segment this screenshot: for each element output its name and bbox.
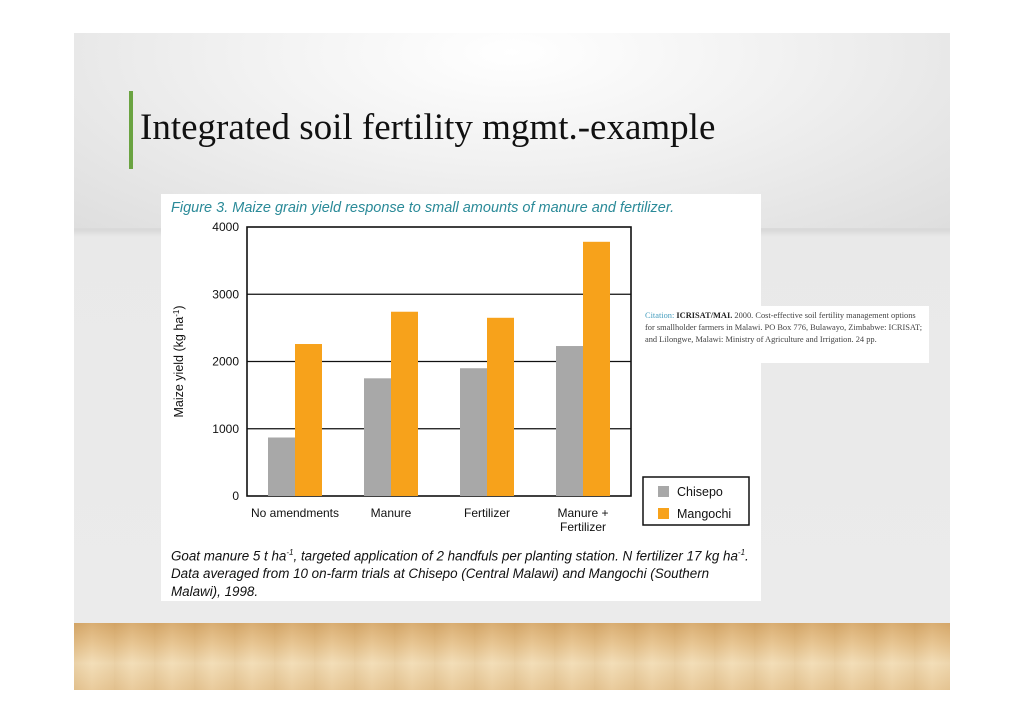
y-tick-label: 3000 xyxy=(212,287,239,301)
footnote-text-2: , targeted application of 2 handfuls per… xyxy=(293,548,738,564)
footnote-text-1: Goat manure 5 t ha xyxy=(171,548,287,564)
wood-floor xyxy=(74,623,950,690)
x-category-label: Fertilizer xyxy=(464,506,510,520)
legend-label: Mangochi xyxy=(677,507,731,521)
bar-chisepo xyxy=(268,437,295,496)
bar-mangochi xyxy=(583,241,610,496)
citation-box: Citation: ICRISAT/MAI. 2000. Cost-effect… xyxy=(641,306,929,363)
bar-chisepo xyxy=(460,368,487,496)
figure-panel: Figure 3. Maize grain yield response to … xyxy=(161,194,761,601)
x-category-label: Manure + xyxy=(557,506,608,520)
footnote-text-3: . Data averaged from 10 on-farm trials a… xyxy=(171,548,749,600)
bar-chisepo xyxy=(364,378,391,496)
footnote-sup-2: -1 xyxy=(737,548,746,557)
x-category-label: Fertilizer xyxy=(560,520,606,534)
y-tick-label: 2000 xyxy=(212,355,239,369)
figure-footnote: Goat manure 5 t ha-1, targeted applicati… xyxy=(171,544,756,601)
legend-swatch-mangochi xyxy=(658,508,669,519)
footnote-sup-1: -1 xyxy=(286,548,294,557)
citation-text: 2000. Cost-effective soil fertility mana… xyxy=(645,311,923,344)
x-category-label: Manure xyxy=(371,506,412,520)
citation-org: ICRISAT/MAI. xyxy=(676,311,733,320)
y-tick-label: 1000 xyxy=(212,422,239,436)
legend-swatch-chisepo xyxy=(658,486,669,497)
figure-caption: Figure 3. Maize grain yield response to … xyxy=(171,200,675,216)
title-accent-bar xyxy=(129,91,133,169)
bar-mangochi xyxy=(487,317,514,496)
legend-label: Chisepo xyxy=(677,485,723,499)
y-tick-label: 4000 xyxy=(212,220,239,234)
slide-title: Integrated soil fertility mgmt.-example xyxy=(140,107,716,148)
bar-chart: 0 1000 2000 3000 4000 Maize yield (kg ha-1) No… xyxy=(172,220,750,534)
bar-mangochi xyxy=(295,344,322,496)
citation-label: Citation: xyxy=(645,311,675,320)
bar-chisepo xyxy=(556,346,583,496)
x-category-label: No amendments xyxy=(251,506,339,520)
y-tick-label: 0 xyxy=(232,489,239,503)
y-axis-label: Maize yield (kg ha-1) xyxy=(172,305,186,417)
bar-mangochi xyxy=(391,311,418,496)
